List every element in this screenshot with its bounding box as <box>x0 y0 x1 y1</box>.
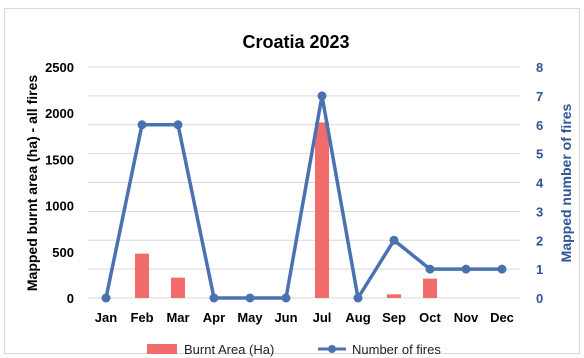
right-axis-label: Mapped number of fires <box>558 103 574 262</box>
right-tick-label: 4 <box>536 176 544 191</box>
legend-line-label: Number of fires <box>352 342 441 357</box>
right-tick-label: 8 <box>536 60 543 75</box>
left-tick-label: 1500 <box>45 152 74 167</box>
right-tick-label: 0 <box>536 291 543 306</box>
right-tick-label: 6 <box>536 118 543 133</box>
bar <box>171 277 185 298</box>
legend-line-marker <box>328 345 336 353</box>
line-point <box>209 293 219 303</box>
x-tick-label: Mar <box>166 310 189 325</box>
line-point <box>353 293 363 303</box>
left-tick-label: 2500 <box>45 60 74 75</box>
bar-series <box>135 122 437 298</box>
bar <box>315 122 329 298</box>
line-point <box>497 264 507 274</box>
line-point <box>245 293 255 303</box>
line-path <box>104 94 502 300</box>
line-point <box>173 120 183 130</box>
line-point <box>101 293 111 303</box>
chart-frame <box>4 8 580 354</box>
right-tick-label: 7 <box>536 89 543 104</box>
line-series <box>101 91 507 303</box>
x-tick-label: Apr <box>203 310 225 325</box>
x-tick-label: Jul <box>313 310 332 325</box>
x-tick-label: Dec <box>490 310 514 325</box>
x-tick-label: Aug <box>345 310 370 325</box>
chart-title: Croatia 2023 <box>242 32 349 52</box>
line-point <box>461 264 471 274</box>
bar <box>423 278 437 298</box>
x-tick-label: Jan <box>95 310 117 325</box>
x-tick-label: Feb <box>130 310 153 325</box>
right-tick-label: 5 <box>536 147 543 162</box>
x-axis-ticks: Jan Feb Mar Apr May Jun Jul Aug Sep Oct Nov Dec <box>95 310 514 325</box>
x-tick-label: Sep <box>382 310 406 325</box>
left-tick-label: 2000 <box>45 106 74 121</box>
bar <box>387 294 401 298</box>
left-axis-ticks: 0 500 1000 1500 2000 2500 <box>45 60 74 306</box>
line-point <box>389 235 399 245</box>
right-tick-label: 3 <box>536 204 543 219</box>
right-axis-ticks: 0 1 2 3 4 5 6 7 8 <box>536 60 544 306</box>
left-axis-label: Mapped burnt area (ha) - all fires <box>24 75 40 291</box>
line-point <box>317 91 327 101</box>
right-tick-label: 1 <box>536 262 543 277</box>
line-point <box>425 264 435 274</box>
left-tick-label: 1000 <box>45 199 74 214</box>
x-tick-label: May <box>237 310 263 325</box>
legend: Burnt Area (Ha) Number of fires <box>147 342 441 357</box>
legend-bar-label: Burnt Area (Ha) <box>184 342 274 357</box>
x-tick-label: Nov <box>454 310 479 325</box>
bar <box>135 253 149 298</box>
line-point <box>281 293 291 303</box>
legend-bar-swatch <box>147 344 177 354</box>
left-tick-label: 0 <box>67 291 74 306</box>
x-tick-label: Oct <box>419 310 441 325</box>
right-tick-label: 2 <box>536 233 543 248</box>
x-tick-label: Jun <box>274 310 297 325</box>
gridlines <box>88 66 520 299</box>
line-point <box>137 120 147 130</box>
left-tick-label: 500 <box>52 245 74 260</box>
